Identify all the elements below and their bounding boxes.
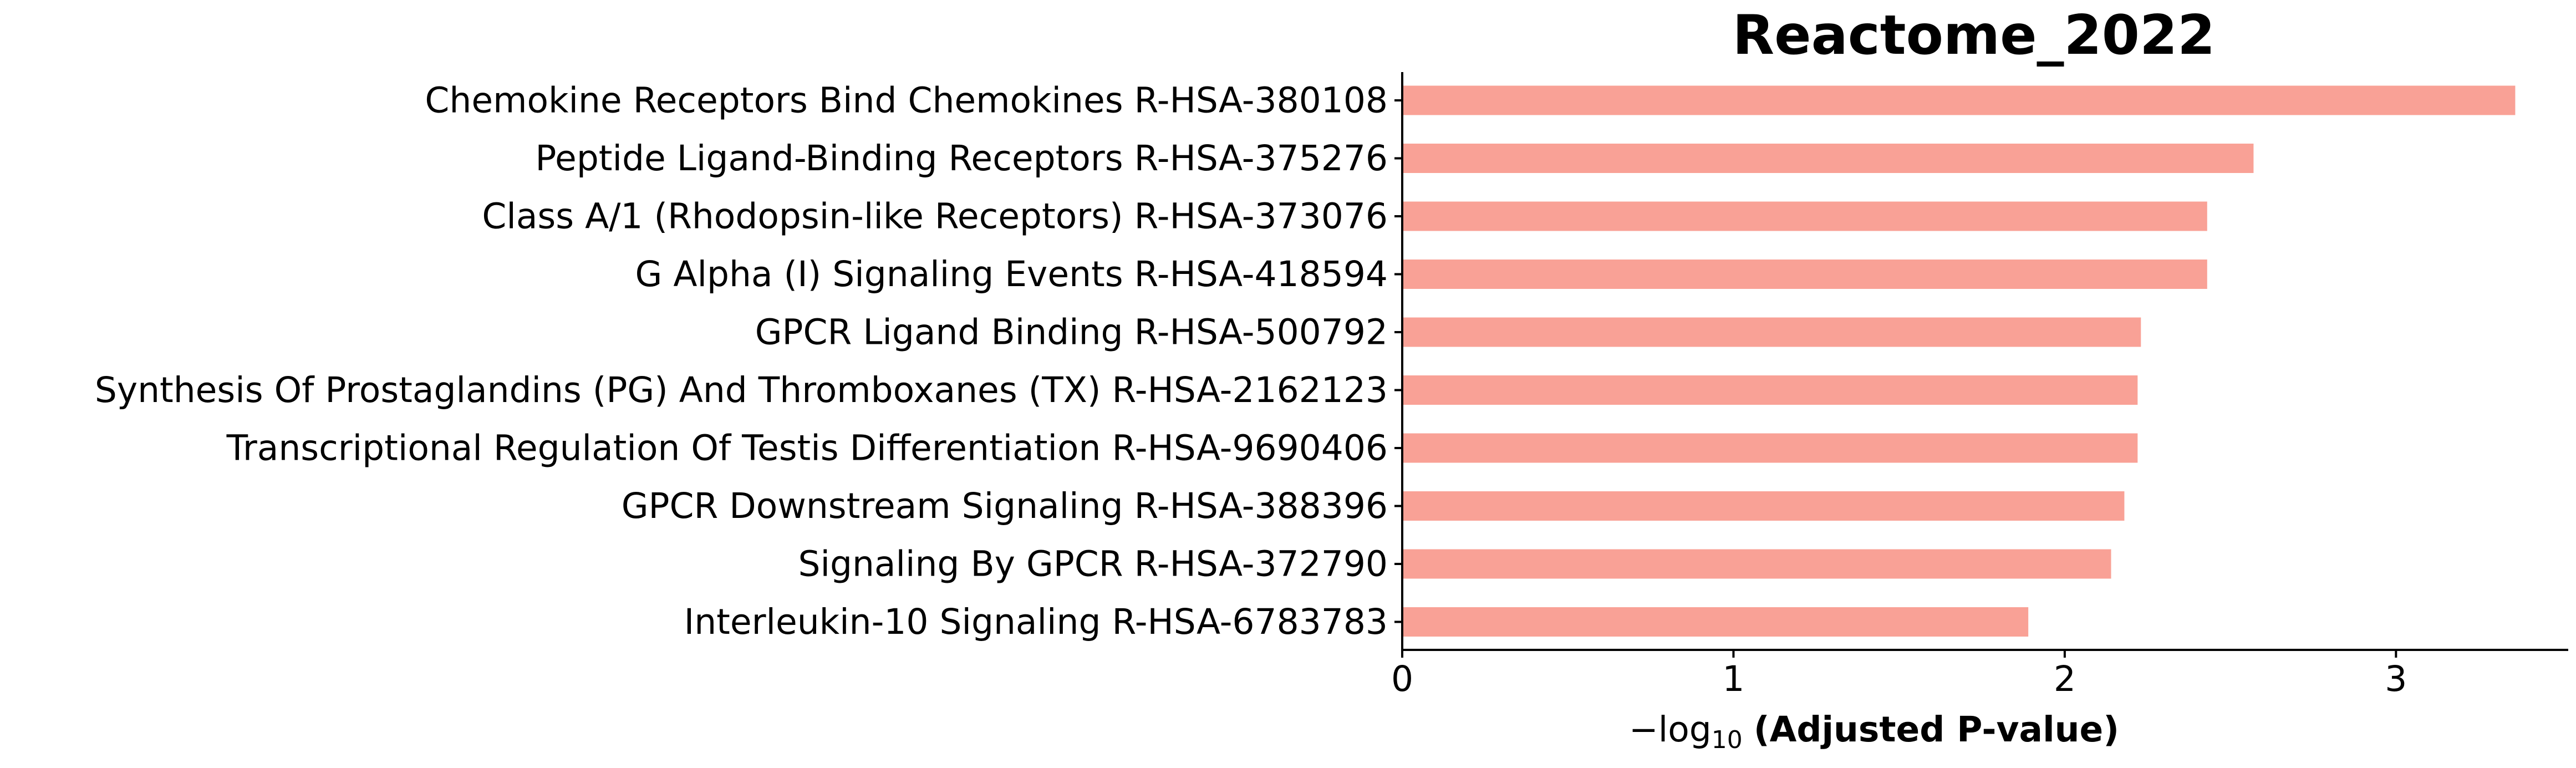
bar-8 — [1402, 491, 2125, 521]
x-tick-label-0: 0 — [1391, 659, 1413, 699]
bar-1 — [1402, 85, 2516, 115]
axes-layer: 0 1 2 3 — [1391, 72, 2568, 699]
category-label-9: Signaling By GPCR R-HSA-372790 — [798, 544, 1388, 584]
bars-layer — [1402, 85, 2516, 637]
x-tick-label-3: 3 — [2385, 659, 2407, 699]
x-axis-label-prefix: −log — [1629, 709, 1712, 750]
category-labels-layer: Chemokine Receptors Bind Chemokines R-HS… — [95, 80, 1388, 643]
category-label-3: Class A/1 (Rhodopsin-like Receptors) R-H… — [482, 196, 1388, 237]
x-axis-label-subscript: 10 — [1712, 726, 1743, 754]
category-label-8: GPCR Downstream Signaling R-HSA-388396 — [622, 486, 1388, 526]
bar-2 — [1402, 144, 2254, 173]
x-tick-label-2: 2 — [2054, 659, 2076, 699]
bar-10 — [1402, 607, 2029, 637]
bar-6 — [1402, 375, 2138, 405]
x-tick-label-1: 1 — [1722, 659, 1744, 699]
category-label-2: Peptide Ligand-Binding Receptors R-HSA-3… — [535, 138, 1388, 179]
category-label-7: Transcriptional Regulation Of Testis Dif… — [226, 428, 1388, 469]
bar-4 — [1402, 260, 2207, 289]
bar-9 — [1402, 549, 2111, 579]
category-label-10: Interleukin-10 Signaling R-HSA-6783783 — [684, 602, 1388, 642]
category-label-6: Synthesis Of Prostaglandins (PG) And Thr… — [95, 370, 1388, 410]
category-label-5: GPCR Ligand Binding R-HSA-500792 — [755, 312, 1388, 353]
category-label-4: G Alpha (I) Signaling Events R-HSA-41859… — [635, 254, 1388, 294]
x-axis-label-bold: (Adjusted P-value) — [1754, 709, 2119, 750]
chart-title: Reactome_2022 — [1733, 4, 2216, 67]
bar-7 — [1402, 433, 2138, 463]
category-label-1: Chemokine Receptors Bind Chemokines R-HS… — [425, 80, 1388, 121]
bar-5 — [1402, 317, 2141, 347]
bar-3 — [1402, 201, 2207, 231]
x-axis-label: −log10 (Adjusted P-value) — [1629, 709, 2119, 754]
